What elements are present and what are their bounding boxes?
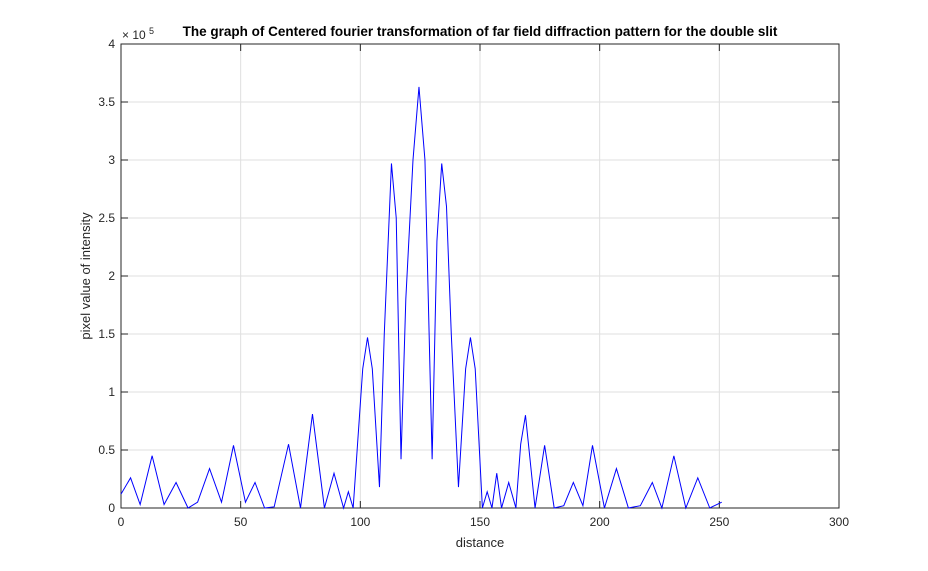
y-tick-label: 2 bbox=[108, 269, 115, 283]
y-exponent-label: × 10 5 bbox=[122, 26, 154, 42]
y-exponent-base: × 10 bbox=[122, 28, 146, 42]
y-tick-label: 3 bbox=[108, 153, 115, 167]
grid-lines bbox=[121, 44, 839, 508]
x-tick-label: 100 bbox=[350, 515, 370, 529]
y-tick-label: 0.5 bbox=[98, 443, 115, 457]
x-tick-label: 50 bbox=[234, 515, 248, 529]
y-tick-label: 3.5 bbox=[98, 95, 115, 109]
x-tick-labels: 0 50 100 150 200 250 300 bbox=[118, 515, 850, 529]
x-tick-label: 300 bbox=[829, 515, 849, 529]
y-tick-labels: 0 0.5 1 1.5 2 2.5 3 3.5 4 bbox=[98, 37, 115, 515]
x-tick-label: 200 bbox=[590, 515, 610, 529]
y-exponent-power: 5 bbox=[149, 26, 154, 36]
x-tick-label: 0 bbox=[118, 515, 125, 529]
y-tick-label: 1.5 bbox=[98, 327, 115, 341]
y-tick-label: 2.5 bbox=[98, 211, 115, 225]
x-tick-label: 250 bbox=[709, 515, 729, 529]
y-tick-label: 0 bbox=[108, 501, 115, 515]
y-tick-label: 1 bbox=[108, 385, 115, 399]
axis-ticks bbox=[120, 43, 840, 509]
x-axis-label: distance bbox=[456, 535, 504, 550]
y-axis-label: pixel value of intensity bbox=[78, 212, 93, 340]
series-line bbox=[120, 86, 722, 510]
x-tick-label: 150 bbox=[470, 515, 490, 529]
y-tick-label: 4 bbox=[108, 37, 115, 51]
chart-title: The graph of Centered fourier transforma… bbox=[183, 24, 778, 39]
